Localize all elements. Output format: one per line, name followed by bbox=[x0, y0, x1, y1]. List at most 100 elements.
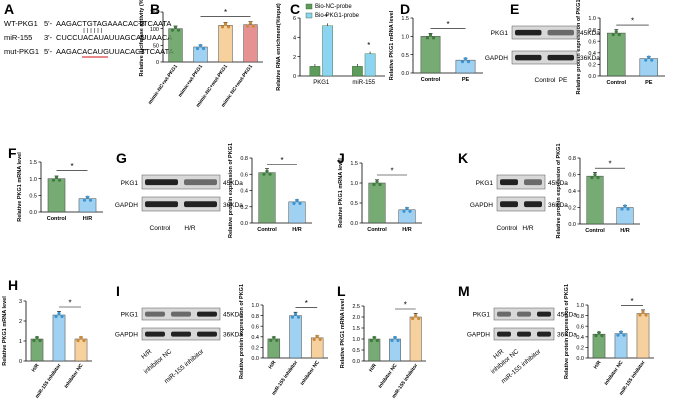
blot-kda-label: 36KDa bbox=[548, 202, 568, 209]
bar bbox=[74, 338, 88, 362]
data-point bbox=[312, 337, 316, 341]
blot-kda-label: 45KDa bbox=[223, 180, 243, 187]
chart-d: 0.0 0.5 1.0 1.5 Relative PKG1 mRNA level Cont… bbox=[389, 10, 483, 83]
bar bbox=[78, 198, 97, 213]
bar bbox=[289, 315, 302, 359]
wt-label: WT-PKG1 bbox=[4, 19, 38, 28]
data-point bbox=[51, 178, 56, 182]
bar bbox=[592, 333, 606, 359]
y-tick-label: 0.2 bbox=[588, 63, 596, 69]
y-tick-label: 3 bbox=[19, 299, 22, 305]
bar bbox=[288, 201, 306, 224]
bar bbox=[636, 313, 650, 359]
legend-swatch bbox=[305, 12, 313, 19]
data-point bbox=[173, 25, 178, 29]
data-point bbox=[593, 173, 597, 177]
data-point bbox=[431, 36, 436, 40]
blot-row-label: GAPDH bbox=[470, 202, 493, 209]
blot-band bbox=[524, 179, 542, 186]
data-point bbox=[611, 32, 615, 37]
data-point bbox=[275, 338, 279, 343]
blot-band bbox=[537, 331, 551, 337]
y-axis-label: Relative protein expression of PKG1 bbox=[228, 143, 234, 238]
y-tick-label: 0.2 bbox=[568, 206, 576, 212]
y-tick-label: 2 bbox=[293, 55, 296, 61]
blot-band bbox=[145, 179, 178, 186]
y-tick-label: 0.8 bbox=[568, 156, 576, 162]
data-point bbox=[417, 316, 421, 321]
significance-star: * bbox=[630, 297, 633, 306]
y-tick-label: 0.4 bbox=[588, 51, 596, 57]
bar bbox=[455, 59, 476, 74]
x-tick-label: mimic-NC+wt-PKG1 bbox=[147, 64, 179, 106]
panel-letter-a: A bbox=[4, 1, 14, 17]
y-tick-label: 0.5 bbox=[401, 53, 409, 59]
data-point bbox=[375, 338, 379, 343]
blot-strip bbox=[141, 174, 221, 190]
significance-star: * bbox=[325, 13, 328, 22]
chart-j: 0.0 0.5 1.0 1.5 Relative PKG1 mRNA level Cont… bbox=[338, 158, 422, 233]
bar bbox=[243, 24, 258, 63]
y-tick-label: 0.0 bbox=[350, 221, 358, 227]
blot-band bbox=[500, 201, 518, 208]
y-axis-label: Relative protein expression of PKG1 bbox=[564, 284, 570, 379]
panel-letter-c: C bbox=[290, 1, 300, 17]
data-point bbox=[262, 172, 266, 176]
blot-lane-label: H/R bbox=[184, 225, 196, 232]
y-tick-label: 1.0 bbox=[588, 16, 596, 22]
panel-letter-j: J bbox=[337, 150, 345, 166]
y-tick-label: 1.0 bbox=[350, 181, 358, 187]
blot-band bbox=[171, 331, 191, 337]
data-point bbox=[269, 338, 273, 343]
significance-star: * bbox=[404, 301, 407, 310]
y-tick-label: 0.4 bbox=[251, 335, 259, 341]
bar bbox=[193, 46, 208, 63]
chart-l: 0.0 0.5 1.0 1.5 2.0 2.5 Relative PKG1 mRNA lev… bbox=[340, 298, 426, 400]
bar bbox=[309, 66, 321, 77]
significance-star: * bbox=[68, 299, 71, 308]
blot-band bbox=[517, 311, 531, 317]
y-tick-label: 4 bbox=[293, 36, 296, 42]
bar bbox=[616, 207, 634, 225]
significance-star: * bbox=[608, 160, 611, 169]
y-tick-label: 0.6 bbox=[240, 172, 248, 178]
data-point bbox=[268, 172, 272, 176]
data-point bbox=[638, 313, 642, 317]
chart-m: 0.0 0.2 0.4 0.6 0.8 1.0 Relative protein expre… bbox=[564, 284, 654, 397]
data-point bbox=[390, 338, 394, 343]
bar bbox=[389, 338, 401, 362]
y-tick-label: 0.4 bbox=[576, 335, 584, 341]
blot-kda-label: 36KDa bbox=[580, 55, 600, 62]
blot-band bbox=[524, 201, 542, 208]
panel-letter-d: D bbox=[400, 1, 410, 17]
data-point bbox=[402, 209, 406, 213]
x-tick-label: H/R bbox=[83, 216, 93, 222]
y-axis-label: Relative protein expression of PKG1 bbox=[239, 284, 245, 379]
data-point bbox=[375, 179, 379, 184]
x-tick-label: inhibitor NC bbox=[299, 359, 321, 386]
data-point bbox=[170, 28, 175, 32]
data-point bbox=[405, 206, 409, 210]
panel-letters: A B C D E F G J K H I L M bbox=[4, 1, 519, 299]
blot-lane-label: Control bbox=[497, 225, 519, 232]
bar bbox=[322, 25, 333, 77]
significance-star: * bbox=[367, 41, 370, 50]
x-tick-label: Control bbox=[367, 227, 387, 233]
x-tick-label: inhibitor NC bbox=[63, 362, 85, 389]
bar bbox=[352, 66, 363, 77]
significance-star: * bbox=[446, 20, 449, 29]
data-point bbox=[198, 43, 203, 48]
y-axis-label: Relative protein expression of PKG1 bbox=[556, 143, 562, 238]
y-tick-label: 0.0 bbox=[251, 356, 259, 362]
y-tick-label: 0.0 bbox=[401, 71, 409, 77]
significance-star: * bbox=[390, 167, 393, 176]
x-tick-label: inhibitor NC bbox=[603, 359, 625, 386]
data-point bbox=[82, 338, 86, 343]
blot-row-label: GAPDH bbox=[115, 331, 138, 338]
y-tick-label: 0 bbox=[156, 60, 159, 66]
data-point bbox=[378, 182, 382, 187]
y-tick-label: 0.2 bbox=[576, 346, 584, 352]
data-point bbox=[176, 28, 181, 32]
blot-row-label: PKG1 bbox=[476, 180, 494, 187]
